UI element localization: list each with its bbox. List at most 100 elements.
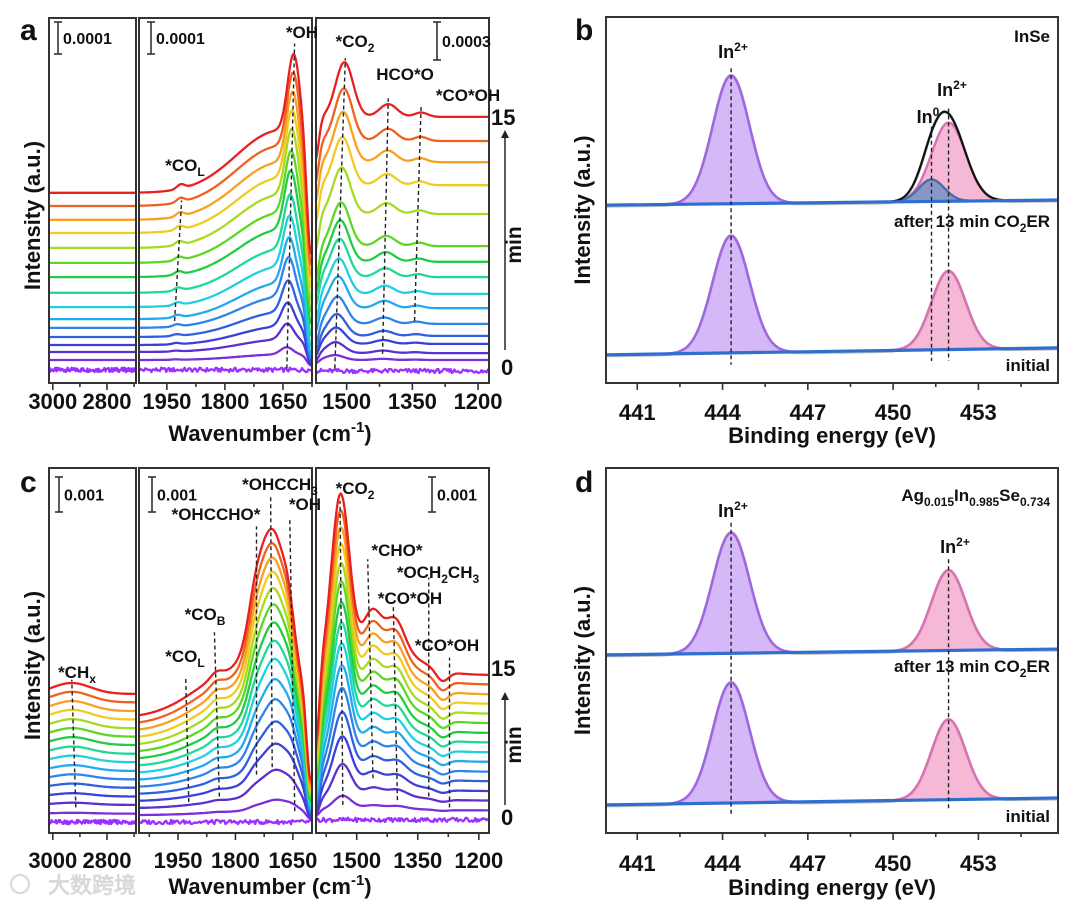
component-fill-In2+ [880,122,1017,202]
spectrum-trace-2-min [316,340,489,362]
x-axis-title: Binding energy (eV) [728,875,936,900]
x-tick-label: 450 [875,851,912,876]
x-axis-title-part: Wavenumber (cm [168,874,351,899]
peak-marker-line [71,679,77,808]
spectrum-trace-5-min [316,686,489,803]
x-tick-label: 1350 [388,389,437,414]
sample-label-part: In [954,486,969,505]
y-axis-title: Intensity (a.u.) [570,135,595,284]
peak-marker-line [381,98,389,354]
spectrum-trace-6-min [316,275,489,332]
spectrum-trace-0-min [316,367,489,375]
spectrum-trace-13-min [316,526,489,755]
peak-label-part: B [217,614,226,628]
watermark-logo-icon [10,874,30,894]
spectrum-trace-1-min [49,811,136,815]
spectrum-trace-5-min [139,255,312,360]
sample-label-part: Se [999,486,1020,505]
spectrum-label-part: 2 [1020,666,1027,680]
peak-label-part: In [718,42,734,62]
spectrum-trace-8-min [139,639,312,805]
xps-spectrum [606,531,1058,658]
background-line [606,796,1058,807]
spectrum-trace-7-min [139,657,312,808]
spectrum-trace-15-min [316,61,489,160]
peak-marker-line [334,58,347,369]
component-line-In2+ [880,718,1017,802]
panel-letter-a: a [20,14,37,47]
peak-label: *OH [286,23,318,42]
spectrum-trace-9-min [49,736,136,747]
spectrum-trace-1-min [139,346,312,367]
spectrum-trace-7-min [316,257,489,321]
spectrum-label-part: initial [1006,356,1050,375]
panel-b: after 13 min CO2ER initial 441 444 447 450 453… [570,16,1059,448]
peak-label-part: *OH [289,495,321,514]
watermark: 大数跨境 [10,873,136,898]
spectrum-trace-14-min [139,71,312,266]
panel-letter-b: b [575,14,593,47]
peak-label: In2+ [937,78,967,100]
peak-label: In2+ [940,535,970,557]
segment-2-traces [316,492,489,824]
peak-label-part: *CO [185,605,217,624]
spectrum-trace-4-min [139,720,312,816]
x-tick-label: 441 [619,400,656,425]
plot-frame [605,467,1059,834]
spectrum-trace-10-min [139,603,312,799]
spectrum-trace-11-min [316,166,489,250]
x-tick-label: 1650 [268,848,317,873]
panel-a: 3000 2800 1950 1800 1650 1500 1350 1200 0.0001 0.… [20,17,526,446]
spectrum-trace-6-min [316,664,489,798]
x-axis-title-part: Binding energy (eV) [728,875,936,900]
peak-label: *CO*OH [436,86,500,105]
peak-label-part: *CO [336,32,368,51]
spectrum-trace-13-min [139,90,312,277]
peak-label-part: 3 [472,572,479,586]
scale-bar-label: 0.0001 [156,31,205,48]
component-fill-In2+ [880,719,1017,801]
x-axis-title-part: -1 [351,419,364,436]
sample-label-part: InSe [1014,27,1050,46]
spectrum-trace-5-min [49,773,136,781]
peak-marker-line [286,43,296,369]
spectrum-trace-5-min [316,295,489,345]
time-min-label: 0 [501,805,513,830]
sample-label-part: 0.985 [969,495,999,509]
x-tick-label: 2800 [83,389,132,414]
peak-label: *CO2 [336,32,375,55]
spectrum-trace-10-min [316,201,489,280]
spectrum-trace-3-min [316,326,489,357]
peak-marker-line [269,497,273,768]
x-axis-title: Binding energy (eV) [728,423,936,448]
peak-label-part: 2+ [734,40,748,54]
component-fill-In2+ [880,270,1017,351]
peak-label: *CHx [58,663,96,686]
spectrum-trace-12-min [49,708,136,721]
segment-0-traces [49,191,136,374]
spectrum-trace-1-min [316,353,489,365]
spectrum-trace-4-min [139,279,312,363]
scale-bar: 0.0001 [147,21,205,55]
scale-bar-label: 0.001 [437,488,477,505]
spectrum-trace-14-min [316,509,489,748]
peak-label-part: *OHCCH [242,475,311,494]
scale-bar: 0.001 [55,476,104,513]
spectrum-trace-15-min [139,527,312,781]
panel-letter-d: d [575,466,593,499]
sample-label: InSe [1014,27,1050,46]
spectrum-trace-3-min [139,742,312,818]
peak-label-part: 3 [311,484,318,498]
spectrum-label-part: initial [1006,807,1050,826]
spectrum-trace-13-min [49,699,136,713]
peak-label: *OHCCHO* [172,505,261,524]
x-axis-title-part: ) [364,421,371,446]
peak-label-part: 2+ [956,535,970,549]
spectrum-trace-12-min [316,135,489,223]
peak-label: *OH [289,495,321,514]
peak-label-part: L [197,656,204,670]
spectrum-trace-10-min [49,726,136,738]
peak-label-part: CH [448,563,473,582]
peak-label-part: *CO*OH [415,636,479,655]
spectrum-trace-11-min [139,586,312,796]
